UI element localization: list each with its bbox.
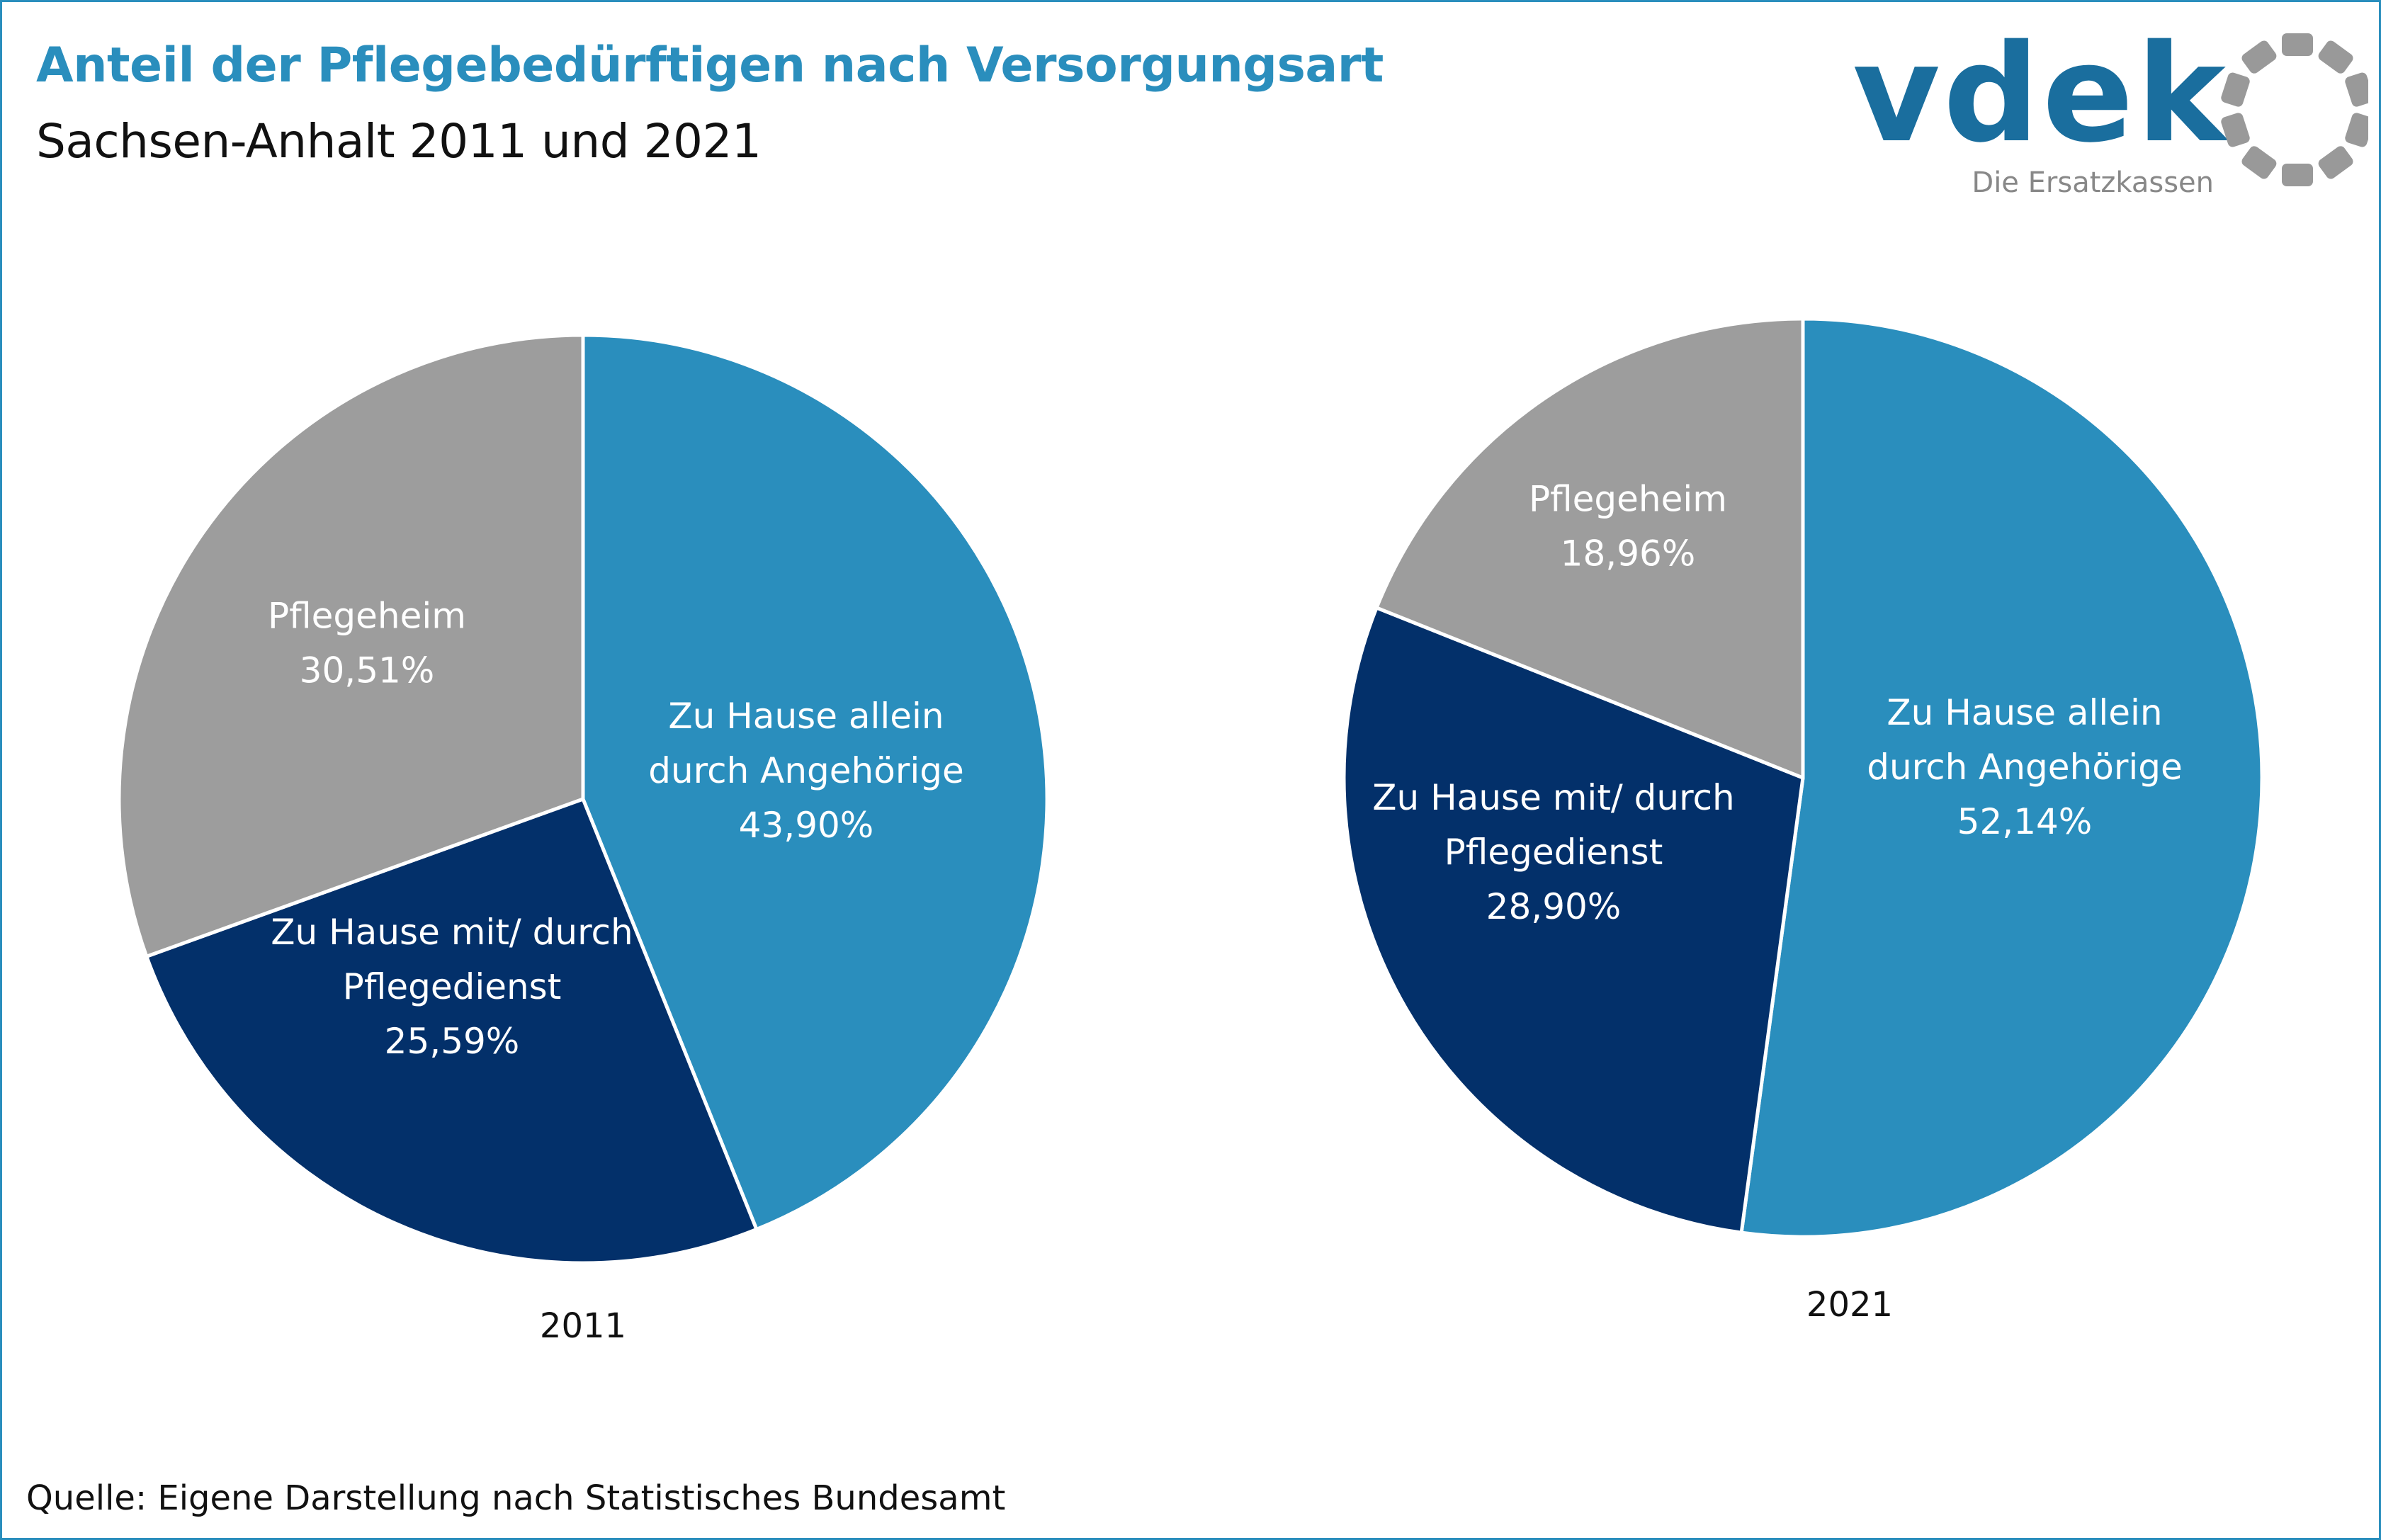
- logo-ring-segment: [2221, 72, 2250, 107]
- pie-slice-pflegeheim: [1374, 317, 1805, 780]
- pie-slice-allein: [1739, 317, 2264, 1239]
- slice-category-label: Pflegeheim: [268, 596, 466, 637]
- slice-label-allein: Zu Hause allein durch Angehörige 52,14%: [1867, 692, 2183, 842]
- slice-category-label: Zu Hause allein: [668, 696, 944, 737]
- slice-value-label: 30,51%: [300, 650, 435, 691]
- pie-chart-2021: Zu Hause allein durch Angehörige 52,14%Zu …: [1342, 317, 2264, 1325]
- slice-label-allein: Zu Hause allein durch Angehörige 43,90%: [648, 696, 964, 846]
- slice-label-pflegeheim: Pflegeheim 30,51%: [268, 596, 466, 691]
- logo-ring-segment: [2221, 113, 2250, 147]
- pie-slice-pflegedienst: [1342, 606, 1805, 1235]
- slice-category-label: Zu Hause mit/ durch: [1372, 777, 1734, 818]
- slice-label-pflegeheim: Pflegeheim 18,96%: [1529, 479, 1727, 574]
- logo-ring-icon: [2221, 33, 2368, 186]
- slice-category-label: durch Angehörige: [648, 750, 964, 791]
- slice-value-label: 18,96%: [1561, 533, 1696, 574]
- slice-value-label: 52,14%: [1957, 801, 2093, 842]
- source-note: Quelle: Eigene Darstellung nach Statisti…: [26, 1478, 1006, 1518]
- pie-slice-pflegedienst: [145, 797, 759, 1265]
- slice-category-label: Zu Hause mit/ durch: [271, 912, 633, 953]
- logo-ring-segment: [2318, 40, 2353, 74]
- logo-ring-segment: [2318, 146, 2353, 179]
- pie-chart-2011: Zu Hause allein durch Angehörige 43,90%Zu …: [117, 333, 1049, 1346]
- logo-ring-segment: [2345, 113, 2368, 147]
- slice-category-label: Pflegeheim: [1529, 479, 1727, 520]
- chart-subtitle: Sachsen-Anhalt 2011 und 2021: [36, 114, 762, 169]
- slice-value-label: 43,90%: [739, 805, 874, 846]
- slice-category-label: durch Angehörige: [1867, 747, 2183, 788]
- pie-slice-pflegeheim: [117, 333, 585, 958]
- slice-label-pflegedienst: Zu Hause mit/ durch Pflegedienst 28,90%: [1372, 777, 1734, 927]
- logo-tagline: Die Ersatzkassen: [1972, 166, 2214, 199]
- slice-value-label: 25,59%: [385, 1021, 520, 1062]
- chart-title: Anteil der Pflegebedürftigen nach Versor…: [36, 38, 1384, 94]
- logo-ring-segment: [2241, 146, 2277, 179]
- vdek-logo: vdek Die Ersatzkassen: [1853, 16, 2368, 199]
- slice-category-label: Zu Hause allein: [1887, 692, 2162, 733]
- slice-label-pflegedienst: Zu Hause mit/ durch Pflegedienst 25,59%: [271, 912, 633, 1062]
- logo-ring-segment: [2282, 164, 2313, 186]
- year-label: 2021: [1806, 1285, 1893, 1325]
- logo-ring-segment: [2345, 72, 2368, 107]
- logo-ring-segment: [2241, 40, 2277, 74]
- slice-category-label: Pflegedienst: [343, 966, 562, 1007]
- pie-slice-allein: [581, 333, 1049, 1231]
- slice-category-label: Pflegedienst: [1444, 832, 1663, 873]
- slice-value-label: 28,90%: [1486, 886, 1622, 927]
- logo-ring-segment: [2282, 33, 2313, 56]
- logo-wordmark: vdek: [1853, 16, 2229, 172]
- year-label: 2011: [540, 1306, 626, 1346]
